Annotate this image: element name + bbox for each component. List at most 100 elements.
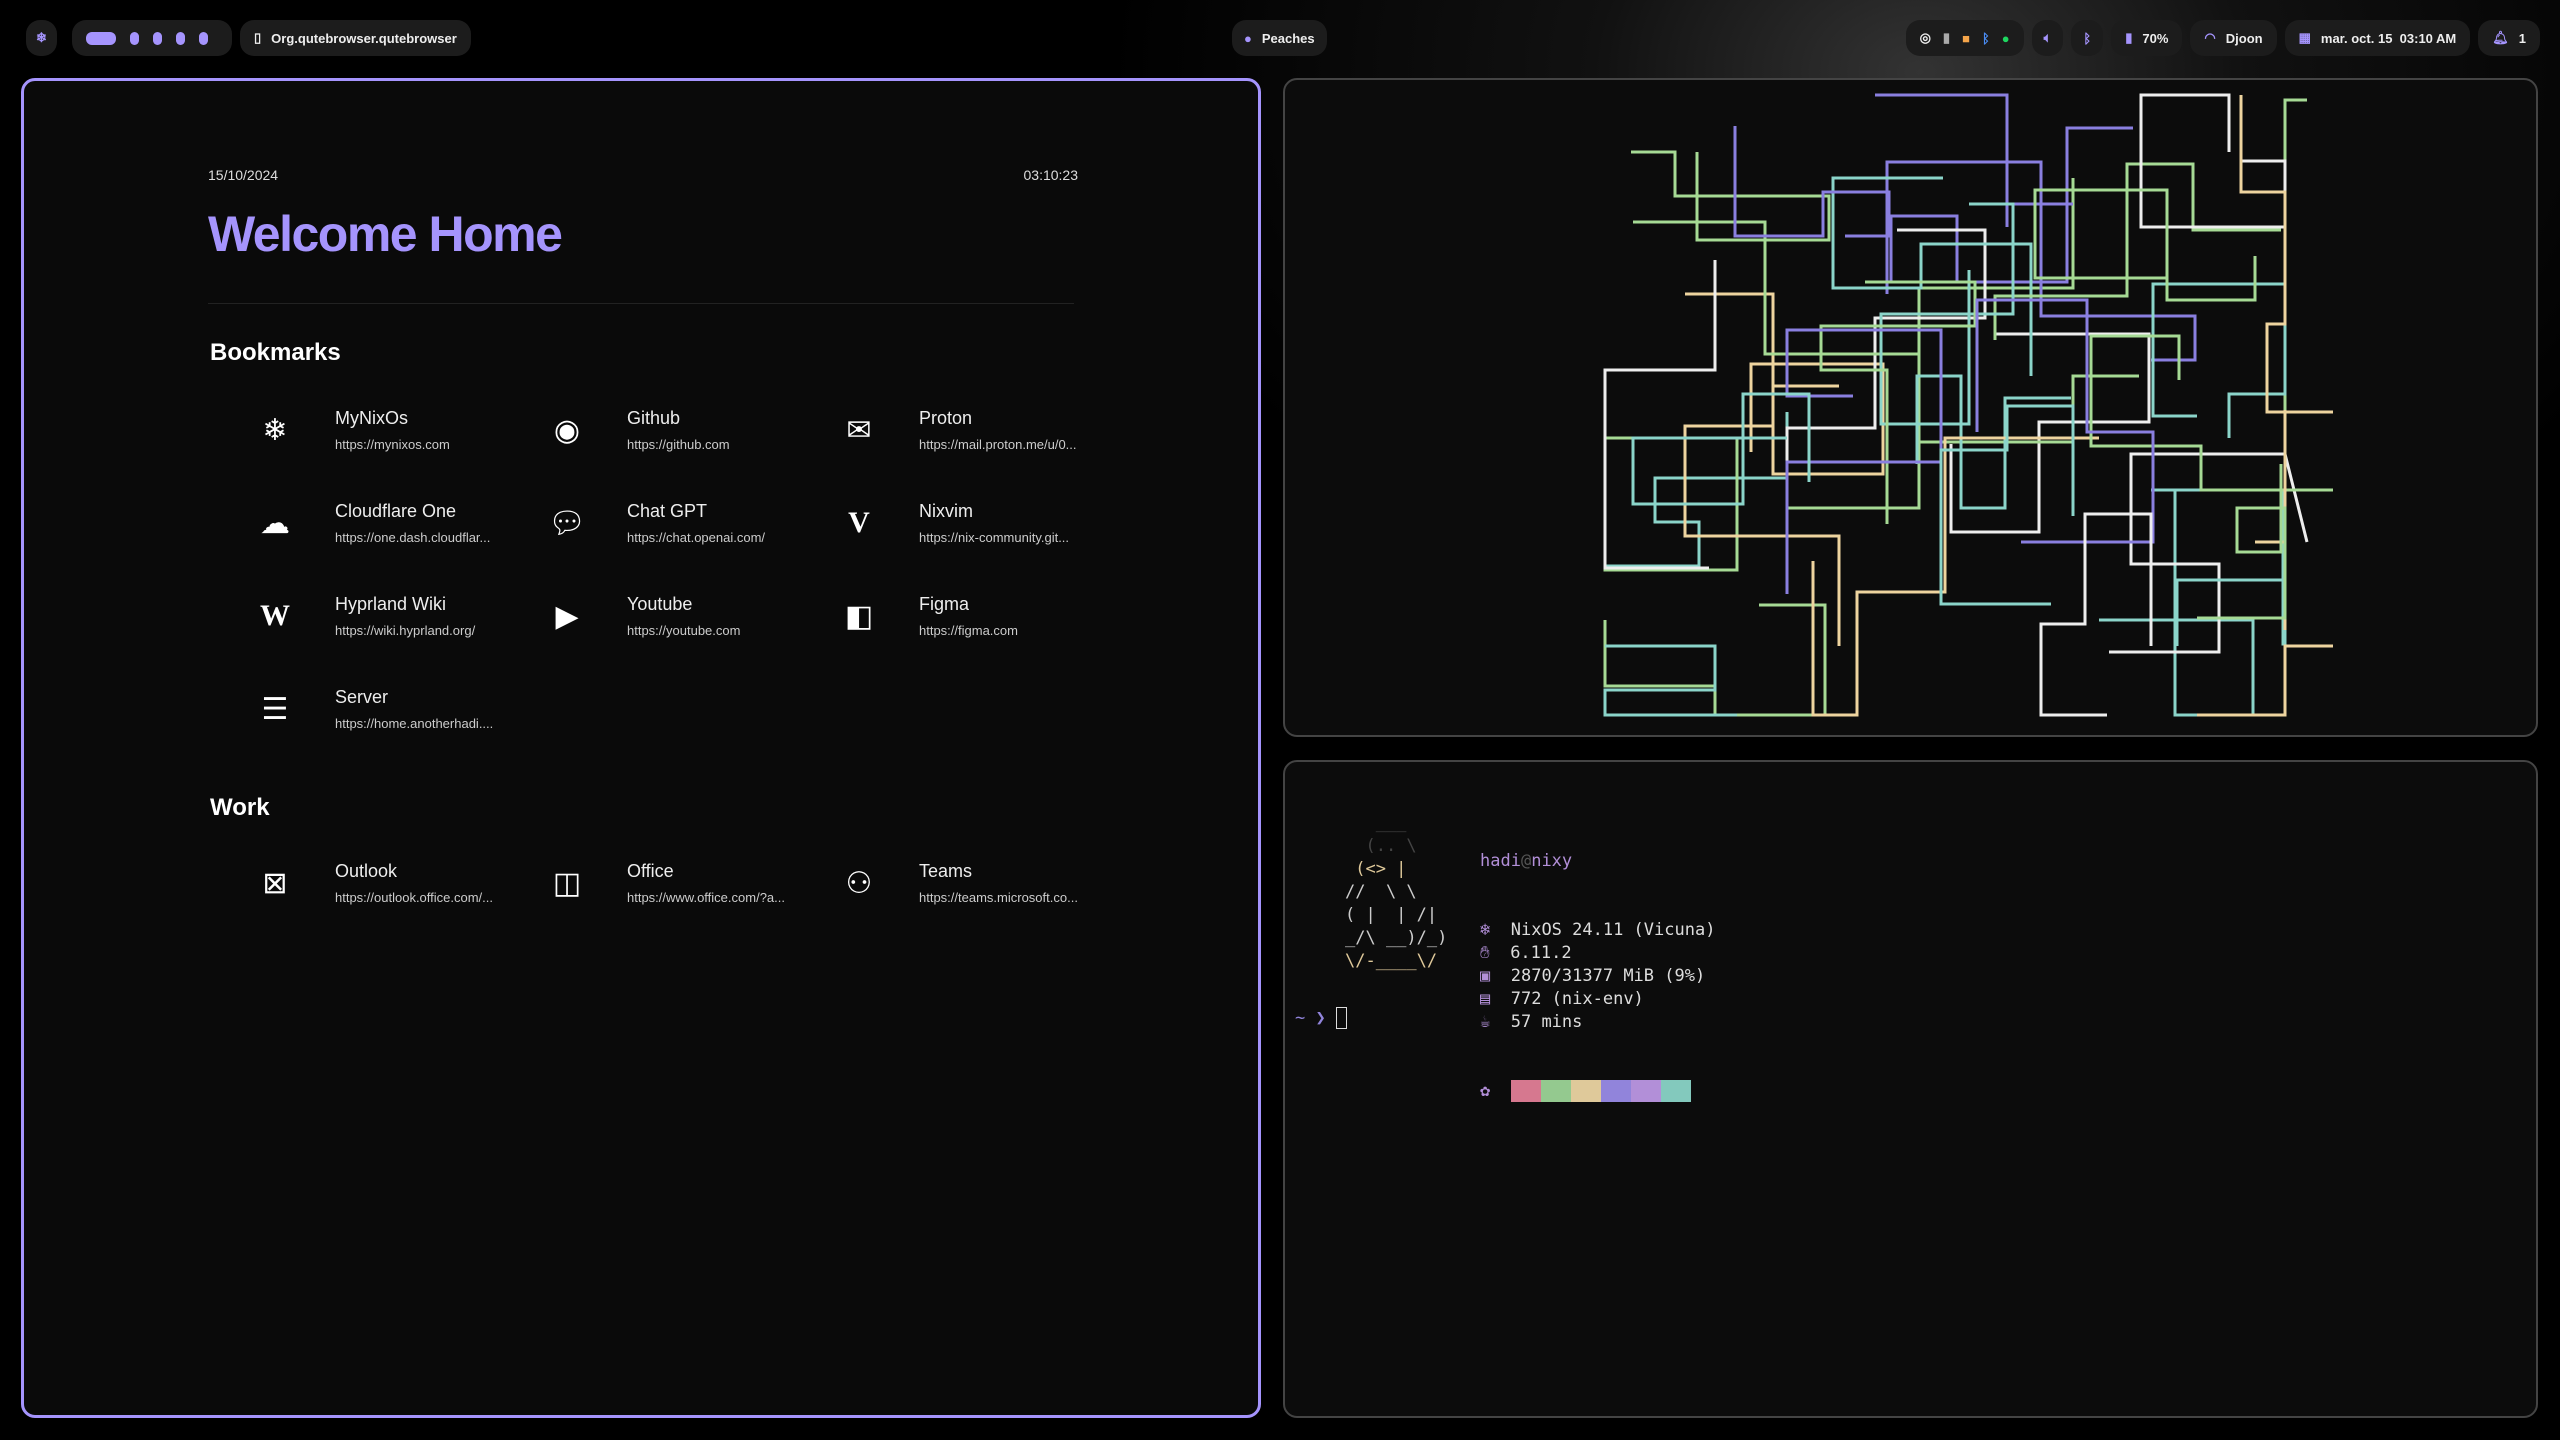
cursor: [1335, 1007, 1347, 1029]
pipe: [1785, 228, 1987, 516]
pipe: [1749, 362, 1885, 476]
info-line: ▣ 2870/31377 MiB (9%): [1480, 966, 1706, 986]
chat-bubble-icon: 💬︎: [547, 506, 587, 540]
bookmark-url: https://wiki.hyprland.org/: [335, 623, 476, 638]
bookmark-hyprland-wiki[interactable]: W Hyprland Wiki https://wiki.hyprland.org/: [245, 586, 535, 646]
pipe: [2039, 512, 2153, 717]
wifi-icon: ◠: [2204, 30, 2216, 45]
nixos-ascii-logo: ___ (.. \ (<> | // \ \ ( | | /| _/\ __)/_) \…: [1345, 812, 1447, 973]
vim-icon: V: [848, 506, 870, 539]
office-icon: ◫: [552, 866, 582, 900]
status-bar-right: ◎ ▮ ■ ᛒ ● 🔈︎ ᛒ ▮ 70% ◠ Djoon ▦ mar. oct. 15…: [1905, 20, 2540, 56]
pipe: [1949, 332, 2151, 534]
pipe: [2283, 98, 2307, 496]
bookmark-nixvim[interactable]: V Nixvim https://nix-community.git...: [829, 493, 1119, 553]
bookmark-proton[interactable]: ✉ Proton https://mail.proton.me/u/0...: [829, 400, 1119, 460]
uptime-cup-icon: ☕︎: [1480, 1012, 1491, 1032]
server-icon: ☰: [261, 692, 289, 726]
spotify-icon[interactable]: ●: [2001, 30, 2010, 46]
bookmark-url: https://figma.com: [919, 623, 1018, 638]
palette-icon: ✿: [1480, 1081, 1491, 1101]
logo-line: (<> |: [1345, 859, 1407, 879]
bookmark-name: Proton: [919, 408, 973, 428]
pipe: [2089, 334, 2333, 492]
bookmark-url: https://github.com: [627, 437, 730, 452]
workspace-1[interactable]: [86, 31, 116, 45]
bookmark-chat-gpt[interactable]: 💬︎ Chat GPT https://chat.openai.com/: [537, 493, 827, 553]
info-line: ☕︎ 57 mins: [1480, 1012, 1583, 1032]
launcher-button[interactable]: ❄: [26, 20, 57, 56]
workspace-5[interactable]: [199, 31, 208, 45]
bookmark-mynixos[interactable]: ❄ MyNixOs https://mynixos.com: [245, 400, 535, 460]
cloud-icon: ☁: [260, 506, 290, 540]
prompt[interactable]: ~ ❯: [1295, 1007, 1347, 1030]
pipe: [1603, 644, 1737, 717]
clock[interactable]: ▦ mar. oct. 15 03:10 AM: [2284, 20, 2471, 56]
bookmark-github[interactable]: ◉ Github https://github.com: [537, 400, 827, 460]
pipe: [1939, 404, 2075, 606]
active-window: ▯ Org.qutebrowser.qutebrowser: [240, 20, 471, 56]
bookmark-teams[interactable]: ⚇ Teams https://teams.microsoft.co...: [829, 853, 1119, 913]
bookmark-cloudflare-one[interactable]: ☁ Cloudflare One https://one.dash.cloudfla…: [245, 493, 535, 553]
teams-icon: ⚇: [845, 866, 873, 900]
palette-swatch: [1660, 1080, 1691, 1102]
pipe: [2255, 410, 2287, 630]
user-host: hadi@nixy: [1480, 851, 1573, 871]
workspace-3[interactable]: [153, 31, 162, 45]
pipe: [1917, 178, 2139, 444]
bluetooth-icon[interactable]: ᛒ: [1981, 30, 1990, 46]
pipe: [1915, 374, 2071, 510]
wikipedia-icon: W: [260, 599, 290, 632]
palette-swatch: [1570, 1080, 1601, 1102]
palette-swatch: [1540, 1080, 1571, 1102]
bookmark-name: Github: [627, 408, 681, 428]
bookmark-outlook[interactable]: ⊠ Outlook https://outlook.office.com/...: [245, 853, 535, 913]
pipe: [1733, 126, 1891, 238]
volume-icon: 🔈︎: [2043, 30, 2052, 45]
youtube-icon: ▶: [555, 599, 579, 633]
kdeconnect-icon[interactable]: ▮: [1942, 30, 1951, 45]
pipes-animation: [1603, 93, 2333, 717]
bookmark-url: https://outlook.office.com/...: [335, 890, 494, 905]
workspace-2[interactable]: [130, 31, 139, 45]
outlook-icon: ⊠: [262, 866, 288, 900]
time: 03:10:23: [1023, 167, 1079, 183]
battery: ▮ 70%: [2111, 20, 2183, 56]
bookmark-youtube[interactable]: ▶ Youtube https://youtube.com: [537, 586, 827, 646]
info-line: ✋︎ 6.11.2: [1480, 943, 1572, 963]
wifi[interactable]: ◠ Djoon: [2190, 20, 2277, 56]
package-icon: ▤: [1480, 989, 1491, 1009]
bluetooth-icon: ᛒ: [2083, 30, 2092, 46]
bluetooth-button[interactable]: ᛒ: [2071, 20, 2104, 56]
pipe: [2197, 464, 2287, 620]
logo-line: (.. \: [1345, 836, 1417, 856]
palette-swatch: [1600, 1080, 1631, 1102]
volume-button[interactable]: 🔈︎: [2031, 20, 2064, 56]
storage-icon[interactable]: ■: [1962, 30, 1970, 46]
section-heading: Work: [210, 794, 270, 821]
info-line: ▤ 772 (nix-env): [1480, 989, 1644, 1009]
bookmark-url: https://mynixos.com: [335, 437, 450, 452]
bookmark-figma[interactable]: ◧ Figma https://figma.com: [829, 586, 1119, 646]
page-title: Welcome Home: [208, 206, 563, 262]
pipe: [2175, 578, 2287, 715]
divider: [208, 303, 1074, 304]
bookmark-name: Cloudflare One: [335, 501, 457, 521]
logo-line: // \ \: [1345, 882, 1417, 902]
memory-icon: ▣: [1480, 966, 1491, 986]
bookmark-name: Outlook: [335, 861, 398, 881]
obs-icon[interactable]: ◎: [1919, 30, 1931, 45]
bookmark-server[interactable]: ☰ Server https://home.anotherhadi....: [245, 679, 535, 739]
window-icon: ▯: [254, 30, 262, 45]
logo-line: \/-____\/: [1345, 951, 1438, 971]
bookmark-url: https://teams.microsoft.co...: [919, 890, 1078, 905]
bookmark-url: https://home.anotherhadi....: [335, 716, 494, 731]
media-player[interactable]: ● Peaches: [1232, 20, 1327, 56]
section-heading: Bookmarks: [210, 339, 341, 366]
bookmark-office[interactable]: ◫ Office https://www.office.com/?a...: [537, 853, 827, 913]
pipe: [1993, 162, 2281, 340]
workspace-4[interactable]: [176, 31, 185, 45]
palette-swatch: [1630, 1080, 1661, 1102]
notifications-button[interactable]: 🔔︎ 1: [2478, 20, 2540, 56]
terminal-window[interactable]: ___ (.. \ (<> | // \ \ ( | | /| _/\ __)/_) \…: [1283, 760, 2538, 1418]
